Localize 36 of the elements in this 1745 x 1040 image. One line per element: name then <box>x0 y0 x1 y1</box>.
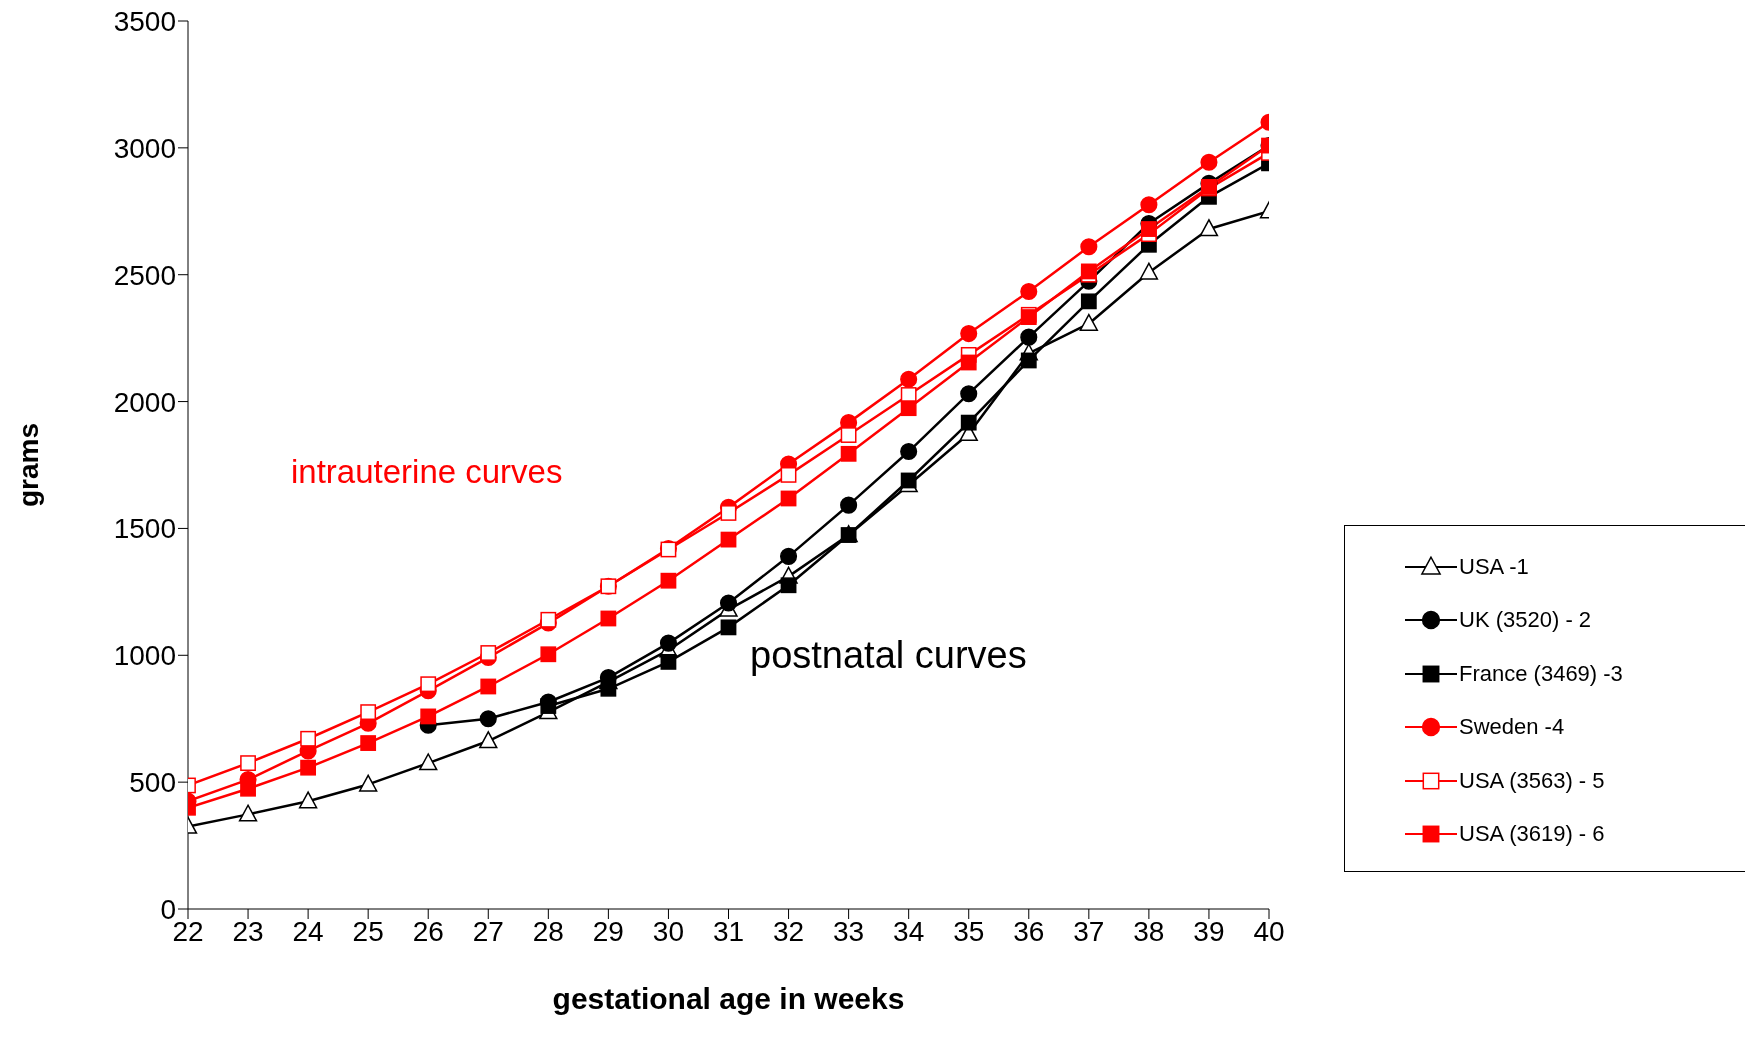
x-tick-label: 31 <box>712 915 745 947</box>
y-tick-label: 3000 <box>113 132 176 164</box>
x-tick-label: 28 <box>532 915 564 947</box>
x-axis-title: gestational age in weeks <box>552 982 905 1015</box>
y-tick-label: 3500 <box>113 5 176 37</box>
legend-label: Sweden -4 <box>1459 714 1565 741</box>
x-tick-label: 29 <box>592 915 624 947</box>
y-tick-label: 1500 <box>113 513 176 545</box>
legend-label: France (3469) -3 <box>1459 660 1623 687</box>
y-tick-label: 2000 <box>113 386 176 418</box>
x-tick-label: 32 <box>772 915 805 947</box>
x-tick-label: 26 <box>412 915 444 947</box>
y-tick-label: 0 <box>160 893 176 925</box>
annotation: intrauterine curves <box>291 453 563 491</box>
x-tick-label: 27 <box>472 915 504 947</box>
x-tick-label: 36 <box>1013 915 1045 947</box>
legend-label: UK (3520) - 2 <box>1459 607 1592 634</box>
x-tick-label: 33 <box>833 915 865 947</box>
x-tick-label: 34 <box>893 915 925 947</box>
x-tick-label: 23 <box>232 915 264 947</box>
y-tick-label: 500 <box>129 767 176 799</box>
y-tick-label: 1000 <box>113 640 176 672</box>
x-tick-label: 40 <box>1253 915 1285 947</box>
x-tick-label: 39 <box>1193 915 1225 947</box>
legend-label: USA (3619) - 6 <box>1459 821 1605 848</box>
legend-label: USA -1 <box>1459 553 1529 580</box>
x-tick-label: 35 <box>953 915 985 947</box>
x-tick-label: 37 <box>1073 915 1105 947</box>
annotation: postnatal curves <box>750 634 1027 677</box>
y-tick-label: 2500 <box>113 259 176 291</box>
x-tick-label: 38 <box>1133 915 1165 947</box>
x-tick-label: 30 <box>652 915 685 947</box>
y-axis-title: grams <box>12 422 44 508</box>
legend-label: USA (3563) - 5 <box>1459 767 1605 794</box>
x-tick-label: 24 <box>292 915 324 947</box>
x-tick-label: 25 <box>352 915 384 947</box>
